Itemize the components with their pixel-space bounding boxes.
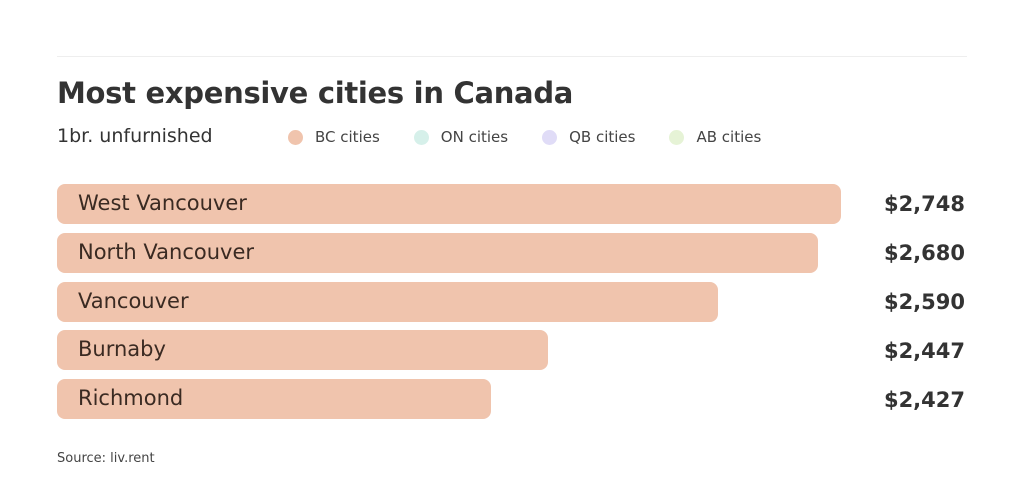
- source-note: Source: liv.rent: [57, 451, 155, 466]
- bar-value: $2,427: [883, 388, 965, 412]
- bar-label: West Vancouver: [78, 191, 247, 215]
- bar: [57, 184, 841, 224]
- bar-label: Burnaby: [78, 337, 166, 361]
- chart-title: Most expensive cities in Canada: [57, 76, 574, 110]
- bar-label: North Vancouver: [78, 240, 255, 264]
- legend-dot-icon: [542, 129, 558, 145]
- bar-label: Richmond: [78, 386, 184, 410]
- legend-label: QB cities: [569, 128, 636, 146]
- legend-dot-icon: [413, 129, 429, 145]
- legend-item-bc: BC cities: [288, 128, 380, 146]
- legend-label: BC cities: [315, 128, 380, 146]
- bar-value: $2,447: [883, 339, 965, 363]
- legend-label: AB cities: [696, 128, 762, 146]
- legend-dot-icon: [669, 129, 685, 145]
- bar-label: Vancouver: [78, 289, 189, 313]
- bar-row: Vancouver: [57, 282, 718, 322]
- chart-subtitle: 1br. unfurnished: [57, 125, 213, 147]
- legend-item-ab: AB cities: [669, 128, 761, 146]
- bar-row: West Vancouver: [57, 184, 841, 224]
- legend-item-qb: QB cities: [542, 128, 635, 146]
- bar-value: $2,748: [883, 192, 965, 216]
- legend: BC cities ON cities QB cities AB cities: [288, 128, 795, 146]
- legend-dot-icon: [288, 129, 303, 145]
- bar-row: Burnaby: [57, 330, 548, 370]
- bar-value: $2,680: [883, 241, 965, 265]
- bar: [57, 379, 491, 419]
- bar-row: North Vancouver: [57, 233, 818, 273]
- top-divider: [57, 56, 967, 57]
- bar: [57, 233, 818, 273]
- bar-value: $2,590: [883, 290, 965, 314]
- legend-label: ON cities: [440, 128, 509, 146]
- bar: [57, 330, 548, 370]
- bar-row: Richmond: [57, 379, 491, 419]
- legend-item-on: ON cities: [413, 128, 509, 146]
- bar: [57, 282, 718, 322]
